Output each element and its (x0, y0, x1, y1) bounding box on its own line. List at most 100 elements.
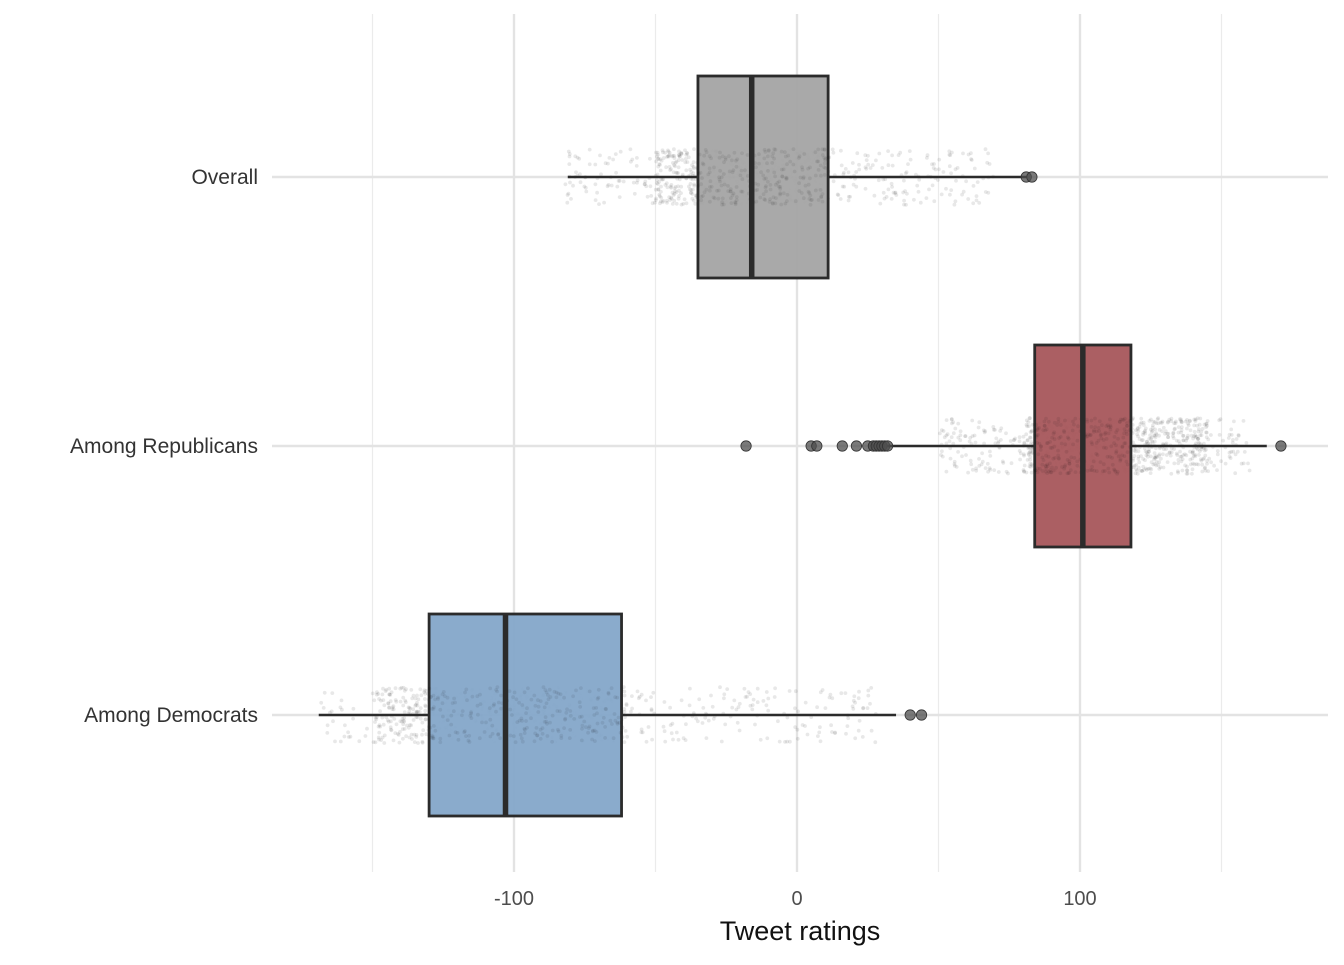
jitter-point (415, 693, 419, 698)
jitter-point (671, 737, 675, 742)
jitter-point (583, 185, 588, 190)
jitter-point (1052, 444, 1057, 449)
jitter-point (431, 736, 435, 741)
jitter-point (1120, 453, 1125, 458)
jitter-point (890, 185, 894, 189)
jitter-point (906, 162, 910, 167)
jitter-point (586, 726, 591, 730)
jitter-point (1113, 469, 1118, 474)
jitter-point (1028, 416, 1032, 421)
jitter-point (451, 709, 456, 714)
jitter-point (656, 164, 661, 169)
jitter-point (545, 734, 550, 738)
jitter-point (1190, 467, 1195, 472)
jitter-point (679, 191, 683, 196)
jitter-point (816, 168, 821, 172)
jitter-point (464, 687, 469, 692)
jitter-point (382, 733, 387, 738)
jitter-point (944, 186, 948, 191)
jitter-point (492, 702, 497, 706)
jitter-point (1030, 428, 1034, 433)
jitter-point (733, 201, 738, 205)
jitter-point (1030, 446, 1035, 451)
jitter-point (534, 726, 539, 730)
jitter-point (786, 153, 791, 158)
jitter-point (1155, 455, 1160, 459)
jitter-point (973, 440, 978, 445)
jitter-point (1000, 459, 1005, 464)
jitter-point (322, 690, 327, 695)
jitter-point (676, 184, 680, 189)
jitter-point (477, 736, 482, 741)
jitter-point (522, 731, 527, 735)
jitter-point (420, 739, 425, 744)
jitter-point (969, 157, 973, 162)
jitter-point (901, 190, 906, 195)
jitter-point (401, 685, 406, 690)
jitter-point (855, 151, 860, 156)
jitter-point (819, 194, 824, 199)
jitter-point (672, 198, 677, 203)
jitter-point (618, 149, 623, 154)
jitter-point (674, 730, 679, 735)
jitter-point (1202, 456, 1206, 461)
jitter-point (1105, 423, 1110, 428)
jitter-point (391, 707, 396, 712)
jitter-point (762, 156, 767, 161)
jitter-point (1179, 417, 1183, 422)
jitter-point (866, 153, 870, 158)
jitter-point (1114, 430, 1118, 435)
jitter-point (430, 733, 434, 738)
jitter-point (1178, 417, 1182, 422)
jitter-point (1209, 460, 1213, 465)
jitter-point (1059, 441, 1064, 446)
jitter-point (993, 428, 997, 432)
jitter-point (1143, 426, 1148, 431)
jitter-point (1215, 452, 1220, 457)
jitter-point (784, 177, 789, 182)
jitter-point (806, 182, 811, 187)
jitter-point (833, 731, 837, 735)
jitter-point (558, 692, 563, 697)
jitter-point (339, 698, 344, 703)
jitter-point (1141, 438, 1145, 442)
jitter-point (401, 695, 406, 700)
jitter-point (673, 160, 678, 165)
jitter-point (1185, 435, 1190, 440)
jitter-point (1112, 467, 1116, 472)
jitter-point (844, 731, 848, 736)
jitter-point (639, 692, 644, 697)
jitter-point (671, 161, 675, 165)
jitter-point (490, 723, 495, 728)
jitter-point (809, 198, 813, 203)
jitter-point (400, 716, 405, 721)
jitter-point (734, 198, 739, 203)
jitter-point (765, 736, 770, 741)
jitter-point (1065, 435, 1070, 440)
jitter-point (1022, 440, 1027, 445)
jitter-point (538, 727, 543, 732)
jitter-point (1169, 416, 1174, 421)
jitter-point (816, 159, 820, 164)
jitter-point (396, 733, 401, 737)
jitter-point (988, 454, 993, 458)
jitter-point (1044, 464, 1048, 469)
jitter-point (1108, 454, 1112, 459)
outlier-point (836, 440, 848, 452)
jitter-point (740, 177, 745, 182)
jitter-point (1192, 429, 1197, 434)
jitter-point (415, 700, 419, 705)
jitter-point (917, 177, 922, 182)
jitter-point (400, 727, 405, 732)
jitter-point (1188, 428, 1193, 433)
jitter-point (1160, 419, 1165, 424)
jitter-point (432, 705, 436, 710)
jitter-point (816, 147, 821, 152)
jitter-point (468, 713, 473, 718)
jitter-point (688, 167, 692, 172)
jitter-point (1018, 451, 1023, 456)
jitter-point (605, 184, 610, 189)
jitter-point (494, 709, 498, 714)
jitter-point (664, 181, 669, 186)
